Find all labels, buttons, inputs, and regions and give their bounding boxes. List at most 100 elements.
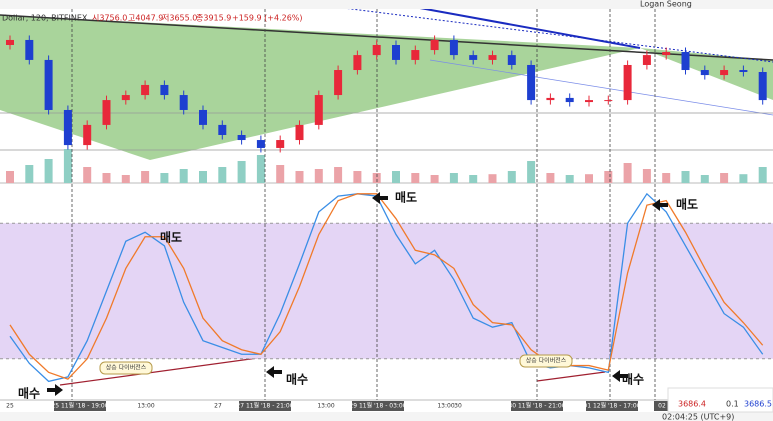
candle-body: [546, 97, 555, 101]
candle-body: [199, 109, 207, 125]
volume-bar: [739, 174, 748, 183]
volume-bar: [353, 171, 362, 183]
candle-body: [334, 70, 343, 96]
x-label-bg: [54, 401, 106, 411]
annotation: 상승 다이버전스: [526, 357, 567, 365]
candle-body: [44, 59, 53, 110]
triangle-pattern: [0, 15, 640, 160]
volume-bar: [469, 175, 478, 183]
volume-bar: [295, 171, 304, 183]
divergence-line: [536, 371, 606, 382]
x-tick-label: 30: [454, 403, 462, 410]
candle-body: [102, 100, 111, 125]
volume-bar: [44, 159, 53, 183]
volume-bar: [218, 167, 227, 183]
symbol: Dollar, 120, BITFINEX: [2, 14, 88, 23]
volume-bar: [758, 167, 767, 183]
trend-line: [279, 0, 773, 63]
annotation: 매도: [160, 230, 182, 245]
band-fill: [0, 223, 773, 359]
volume-bar: [527, 161, 536, 183]
candle-body: [25, 39, 34, 60]
ask-price[interactable]: 3686.5: [744, 400, 772, 409]
annotation: 매수: [622, 372, 644, 387]
candle-body: [720, 70, 729, 76]
candle-body: [642, 55, 651, 65]
volume-bar: [430, 175, 439, 183]
volume-bar: [681, 171, 690, 183]
candle-body: [700, 70, 709, 76]
bottom-bar: [0, 412, 773, 421]
candle-body: [488, 55, 497, 60]
candle-body: [527, 64, 536, 101]
x-label-bg: [352, 401, 404, 411]
trend-line: [419, 7, 641, 49]
divergence-line: [59, 356, 266, 386]
candle-body: [237, 135, 246, 141]
candle-body: [739, 70, 748, 72]
volume-bar: [25, 165, 34, 183]
annotation: 매도: [676, 197, 698, 212]
annotation-bubble: [99, 361, 153, 375]
candle-body: [565, 97, 574, 103]
candle-body: [604, 100, 613, 102]
ohlc-change: +159.9 (+4.26%): [232, 14, 303, 23]
candle-body: [295, 124, 304, 141]
arrow-icon: [266, 366, 282, 378]
volume-bar: [720, 173, 729, 183]
annotation: 상승 다이버전스: [106, 364, 147, 372]
x-tick-label: 13:00: [317, 403, 334, 410]
x-tick-label: 29 11월 '18 - 03:00: [349, 402, 406, 410]
candle-body: [411, 50, 420, 60]
volume-bar: [604, 171, 613, 183]
stoch-line: [9, 192, 764, 383]
volume-bar: [623, 163, 632, 183]
volume-bar: [314, 169, 323, 183]
candle-body: [392, 45, 400, 60]
arrow-icon: [372, 192, 388, 204]
volume-bar: [6, 171, 14, 183]
stoch-line: [9, 193, 764, 380]
user-name[interactable]: Logan Seong: [640, 0, 692, 9]
ohlc-low: 저3655.0: [162, 14, 197, 23]
volume-bar: [63, 149, 72, 183]
volume-bar: [83, 167, 92, 183]
candle-body: [121, 95, 130, 101]
volume-bar: [372, 173, 381, 183]
candle-body: [218, 124, 227, 135]
bid-price[interactable]: 3686.4: [678, 400, 706, 409]
candle-body: [83, 124, 92, 146]
candle-body: [623, 64, 632, 101]
volume-bar: [488, 174, 497, 183]
candle-body: [276, 140, 285, 148]
candle-body: [681, 52, 690, 71]
arrow-icon: [652, 199, 668, 211]
candle-body: [353, 55, 362, 71]
x-label-bg: [511, 401, 563, 411]
x-tick-label: 27: [214, 403, 222, 410]
volume-bar: [392, 171, 400, 183]
x-tick-label: 25: [6, 403, 14, 410]
x-tick-label: 01 12월 '18 - 17:00: [583, 402, 640, 410]
drawings: [0, 0, 773, 401]
candle-body: [63, 109, 72, 146]
order-panel: [667, 387, 773, 413]
arrow-icon: [47, 384, 63, 396]
volume-bar: [256, 155, 265, 183]
volume-bar: [121, 175, 130, 183]
candle-body: [662, 52, 671, 56]
candle-body: [6, 39, 14, 45]
volume-bar: [642, 169, 651, 183]
volume-bar: [700, 175, 709, 183]
candle-body: [430, 39, 439, 51]
volume-bar: [334, 167, 343, 183]
ohlc-open: 시3756.0: [92, 14, 127, 23]
ohlc-close: 종3915.9: [196, 14, 231, 23]
trend-line: [429, 59, 773, 116]
x-tick-label: 30 11월 '18 - 21:00: [508, 402, 565, 410]
arrow-icon: [612, 370, 628, 382]
trend-line: [0, 14, 773, 61]
price-pane: [6, 35, 767, 153]
x-tick-label: 13:00: [137, 403, 154, 410]
